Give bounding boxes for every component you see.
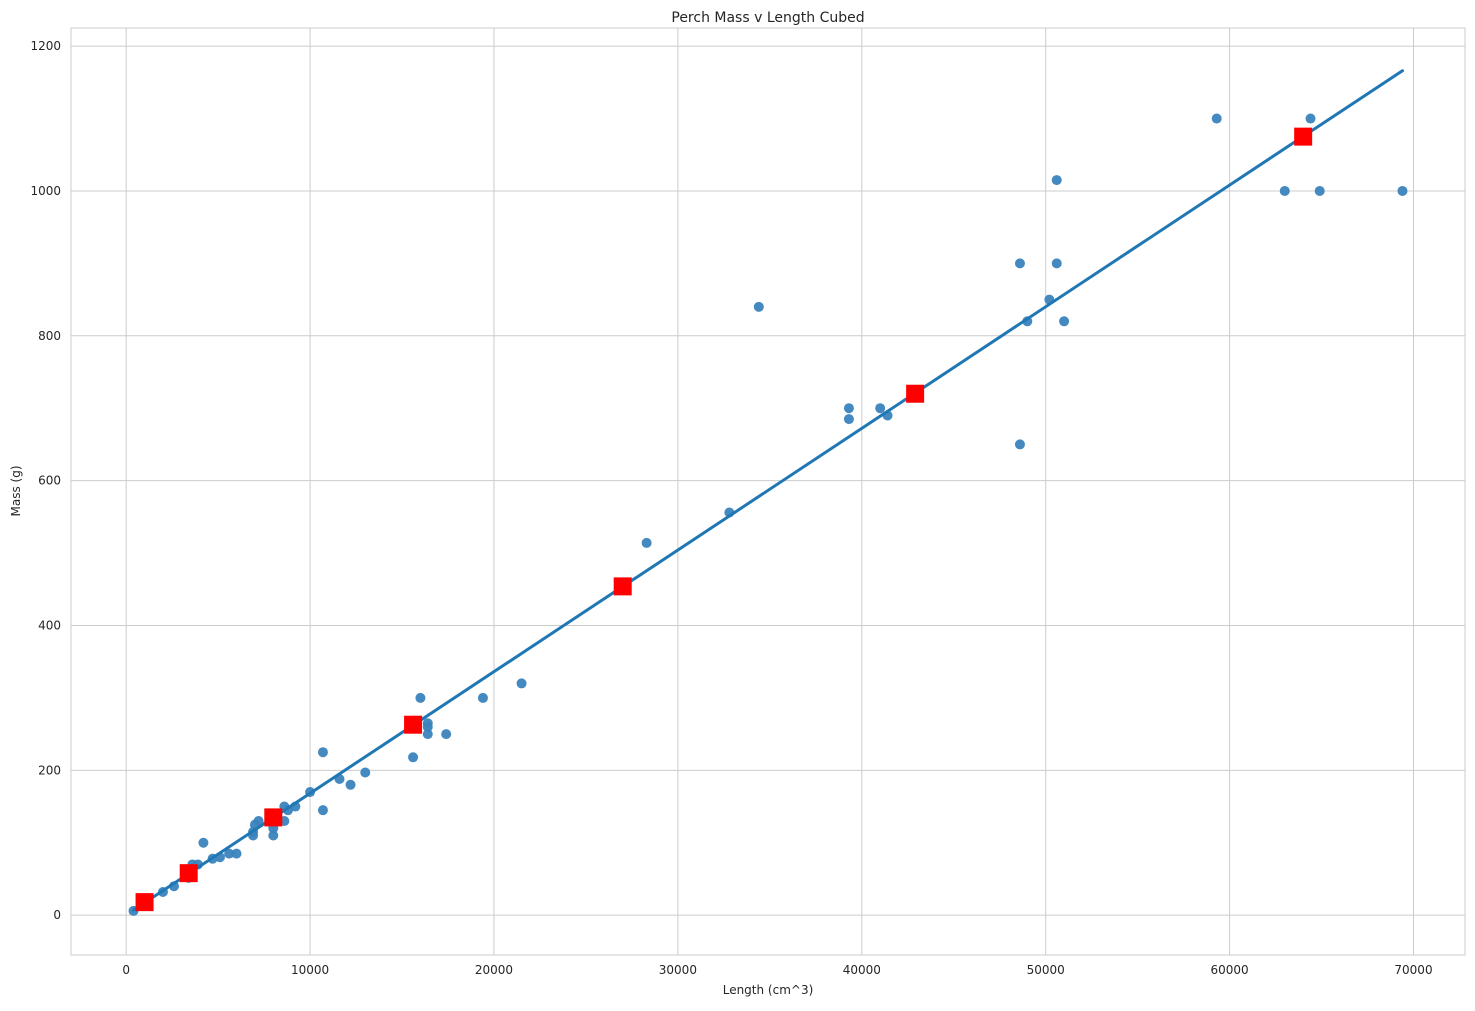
prediction-marker [179,864,198,883]
data-point [641,537,652,548]
data-point [1051,175,1062,186]
data-point [253,816,264,827]
data-point [198,837,209,848]
y-tick-label: 600 [38,474,61,488]
data-point [1014,439,1025,450]
prediction-marker [906,384,925,403]
y-tick-label: 800 [38,329,61,343]
y-tick-label: 400 [38,618,61,632]
prediction-marker [613,577,632,596]
prediction-marker [404,715,423,734]
y-tick-label: 200 [38,763,61,777]
y-tick-label: 1000 [30,184,61,198]
grid [71,28,1465,955]
regression-line [132,69,1404,912]
data-point [422,729,433,740]
data-point [224,848,235,859]
data-point [231,848,242,859]
data-point [408,752,419,763]
prediction-markers [135,127,1313,912]
data-point [441,729,452,740]
data-point [843,403,854,414]
data-point [753,301,764,312]
data-point [268,830,279,841]
data-point [422,718,433,729]
prediction-marker [135,893,154,912]
x-tick-label: 40000 [843,963,881,977]
y-tick-label: 0 [53,908,61,922]
data-point [317,747,328,758]
data-point [345,779,356,790]
data-point [843,414,854,425]
data-point [360,767,371,778]
data-point [1279,185,1290,196]
regression-line-group [132,69,1404,912]
data-point [317,805,328,816]
data-point [1014,258,1025,269]
data-point [1305,113,1316,124]
prediction-marker [1294,127,1313,146]
data-point [477,692,488,703]
x-tick-label: 60000 [1211,963,1249,977]
data-point [415,692,426,703]
data-point [1051,258,1062,269]
y-tick-labels: 0 200 400 600 800 1000 1200 [30,39,61,922]
y-axis-label: Mass (g) [9,465,23,516]
x-tick-label: 70000 [1394,963,1432,977]
data-point [1211,113,1222,124]
x-tick-label: 10000 [291,963,329,977]
x-tick-labels: 0 10000 20000 30000 40000 50000 60000 70000 [122,963,1432,977]
x-tick-label: 50000 [1027,963,1065,977]
chart-title: Perch Mass v Length Cubed [671,10,864,26]
x-tick-label: 20000 [475,963,513,977]
y-tick-label: 1200 [30,39,61,53]
x-axis-label: Length (cm^3) [723,983,814,997]
data-point [1059,316,1070,327]
data-point [516,678,527,689]
data-point [875,403,886,414]
data-point [1397,185,1408,196]
x-tick-label: 30000 [659,963,697,977]
x-tick-label: 0 [122,963,130,977]
prediction-marker [264,808,283,827]
data-point [1314,185,1325,196]
